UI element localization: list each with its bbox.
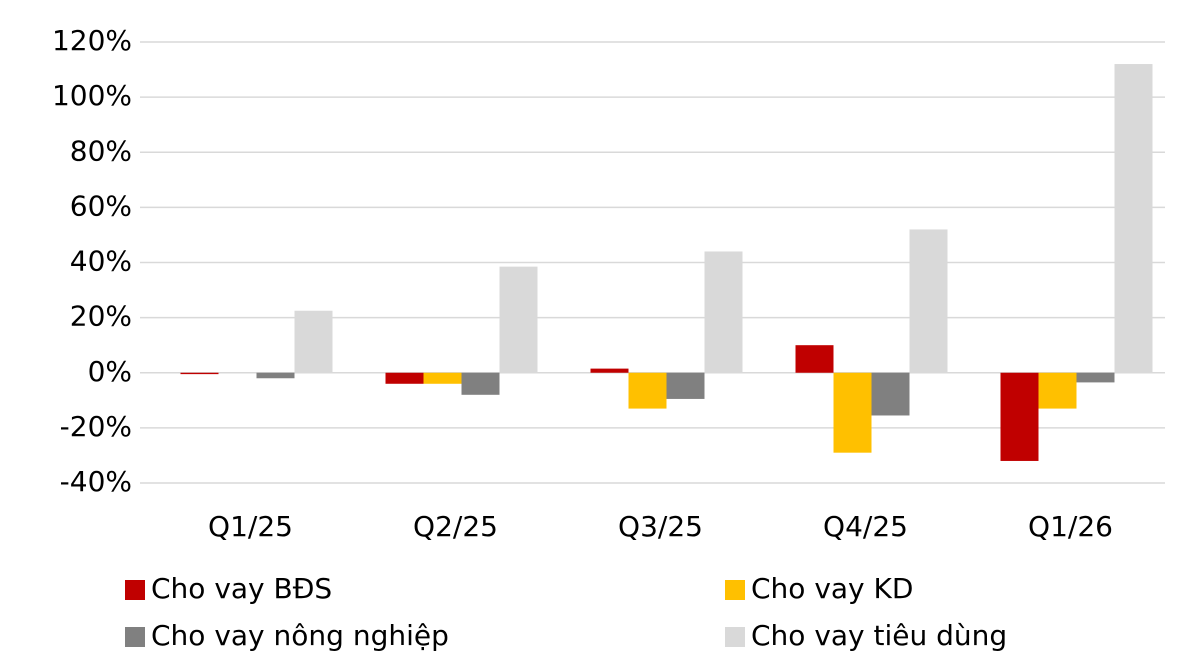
bar [909,229,948,373]
bar [871,372,910,416]
bar [294,310,333,373]
x-tick-label: Q4/25 [823,510,908,543]
bar [461,372,500,395]
y-tick-label: 100% [52,79,132,112]
y-tick-label: 120% [52,24,132,57]
bar [1000,372,1039,461]
legend-swatch [725,580,745,600]
bar [1076,372,1115,383]
legend-swatch [725,627,745,647]
y-tick-label: -20% [60,410,132,443]
y-tick-label: 40% [70,245,132,278]
y-tick-label: 20% [70,300,132,333]
y-tick-label: 80% [70,134,132,167]
bar [385,372,424,384]
bar [590,368,629,373]
bar [256,372,295,379]
legend-label: Cho vay nông nghiệp [151,619,449,652]
x-tick-label: Q3/25 [618,510,703,543]
bar [704,251,743,373]
bar [180,372,219,375]
bar [423,372,462,384]
bar [499,266,538,373]
bar [795,345,834,373]
bar [1114,64,1153,373]
bar [833,372,872,453]
bar [666,372,705,399]
y-tick-label: -40% [60,465,132,498]
legend-label: Cho vay KD [751,572,913,605]
bar [628,372,667,409]
y-tick-label: 0% [88,355,132,388]
legend-swatch [125,580,145,600]
legend-label: Cho vay tiêu dùng [751,619,1007,652]
x-tick-label: Q2/25 [413,510,498,543]
y-tick-label: 60% [70,189,132,222]
x-tick-label: Q1/26 [1028,510,1113,543]
x-tick-label: Q1/25 [208,510,293,543]
legend-swatch [125,627,145,647]
bar [1038,372,1077,409]
legend-label: Cho vay BĐS [151,572,332,605]
